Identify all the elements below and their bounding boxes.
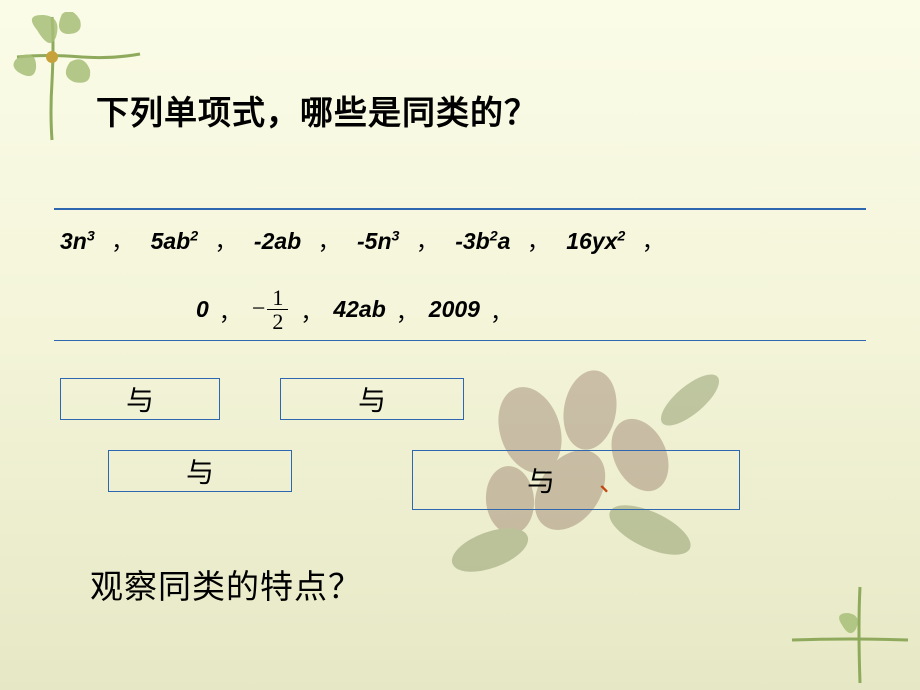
monomial-row-1: 3n3 ， 5ab2 ， -2ab ， -5n3 ， -3b2a ， 16yx2…	[60, 222, 675, 256]
separator: ，	[416, 228, 439, 254]
term-zero: 0	[196, 296, 209, 323]
and-label: 与	[186, 451, 214, 491]
separator: ，	[215, 228, 238, 254]
slide-title: 下列单项式，哪些是同类的？	[96, 86, 538, 134]
answer-box-3: 与	[108, 450, 292, 492]
term-neg5n3: -5n3	[357, 228, 399, 254]
and-label: 与	[126, 379, 154, 419]
separator: ，	[318, 228, 341, 254]
separator: ，	[111, 228, 134, 254]
separator: ，	[642, 228, 665, 254]
term-neg-half: 1 2	[267, 286, 288, 333]
term-neg3b2a: -3b2a	[455, 228, 510, 254]
separator: ，	[527, 228, 550, 254]
term-neg2ab: -2ab	[254, 228, 301, 254]
answer-box-1: 与	[60, 378, 220, 420]
term-42ab: 42ab	[333, 296, 385, 323]
separator: ，	[396, 293, 419, 327]
monomial-row-2: 0 ， − 1 2 ， 42ab ， 2009 ，	[196, 286, 523, 333]
answer-box-4: 与 、	[412, 450, 740, 510]
and-label: 与	[527, 460, 555, 500]
separator: ，	[490, 293, 513, 327]
separator: ，	[300, 293, 323, 327]
neg-sign: −	[252, 296, 266, 323]
rule-top	[54, 208, 866, 210]
observation-question: 观察同类的特点？	[90, 560, 362, 608]
term-3n3: 3n3	[60, 228, 95, 254]
and-label: 与	[358, 379, 386, 419]
rule-bottom	[54, 340, 866, 341]
separator: ，	[219, 293, 242, 327]
slide: 下列单项式，哪些是同类的？ 3n3 ， 5ab2 ， -2ab ， -5n3 ，…	[0, 0, 920, 690]
term-5ab2: 5ab2	[151, 228, 199, 254]
answer-box-2: 与	[280, 378, 464, 420]
term-16yx2: 16yx2	[566, 228, 625, 254]
term-2009: 2009	[429, 296, 480, 323]
enumeration-comma: 、	[599, 462, 625, 499]
